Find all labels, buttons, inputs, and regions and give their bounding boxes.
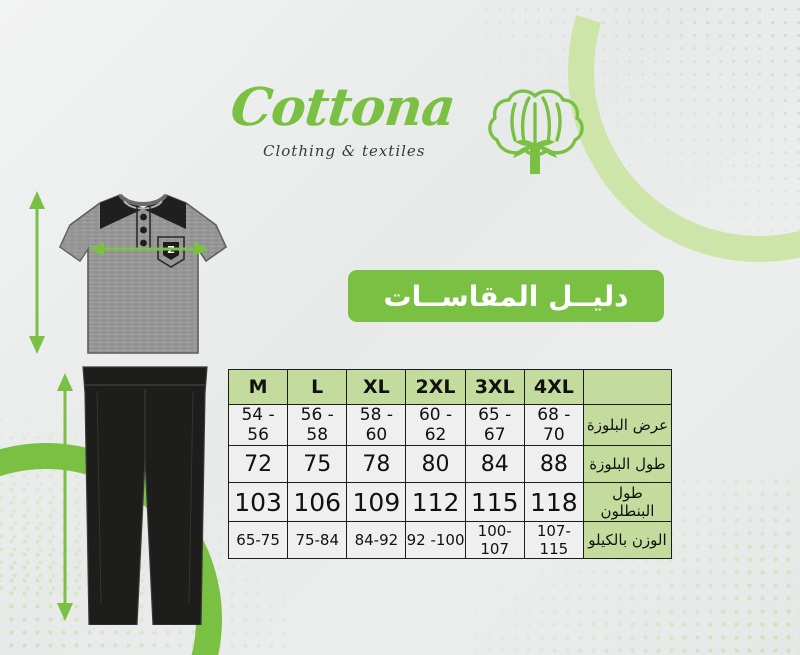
t-shirt-illustration: Z (58, 193, 228, 354)
table-row: 65-75 75-84 84-92 92 -100 100-107 107-115 الوز… (227, 521, 673, 559)
cell-3xl-r2: 84 (464, 445, 525, 483)
cell-4xl-r3: 118 (523, 482, 584, 522)
cell-l-r2: 75 (287, 445, 348, 483)
cotton-boll-icon (488, 89, 584, 174)
column-header-l: L (287, 369, 348, 405)
table-header-row: M L XL 2XL 3XL 4XL (227, 369, 673, 405)
pants-illustration (82, 366, 208, 625)
cell-3xl-r1: 65 - 67 (464, 404, 525, 446)
cell-xl-r1: 58 - 60 (346, 404, 407, 446)
column-header-3xl: 3XL (464, 369, 525, 405)
row-label: طول البلوزة (582, 445, 673, 483)
cell-2xl-r2: 80 (405, 445, 466, 483)
cell-4xl-r4: 107-115 (523, 521, 584, 559)
row-label: عرض البلوزة (582, 404, 673, 446)
size-chart-table: M L XL 2XL 3XL 4XL 54 - 56 56 - 58 58 - 60 60 - 6… (227, 369, 673, 559)
row-label: الوزن بالكيلو (582, 521, 673, 559)
column-header-m: M (227, 369, 289, 405)
row-label: طول البنطلون (582, 482, 673, 522)
cell-l-r4: 75-84 (287, 521, 348, 559)
cell-m-r4: 65-75 (227, 521, 289, 559)
column-header-2xl: 2XL (405, 369, 466, 405)
cell-2xl-r3: 112 (405, 482, 466, 522)
table-row: 54 - 56 56 - 58 58 - 60 60 - 62 65 - 67 68 - … (227, 404, 673, 446)
row-label-header (582, 369, 673, 405)
column-header-4xl: 4XL (523, 369, 584, 405)
cell-2xl-r4: 92 -100 (405, 521, 466, 559)
cell-2xl-r1: 60 - 62 (405, 404, 466, 446)
table-row: 72 75 78 80 84 88 طول البلوزة (227, 445, 673, 483)
tee-length-arrow (29, 191, 45, 354)
chest-pocket: Z (157, 236, 185, 268)
table-row: 103 106 109 112 115 118 طول البنطلون (227, 482, 673, 522)
brand-logo: Cottona Clothing & textiles (225, 77, 585, 182)
cell-xl-r2: 78 (346, 445, 407, 483)
cell-4xl-r1: 68 - 70 (523, 404, 584, 446)
cell-l-r1: 56 - 58 (287, 404, 348, 446)
cell-l-r3: 106 (287, 482, 348, 522)
cell-m-r3: 103 (227, 482, 289, 522)
size-guide-banner: دليــل المقاســات (348, 270, 664, 322)
cell-3xl-r4: 100-107 (464, 521, 525, 559)
brand-tagline: Clothing & textiles (263, 142, 426, 160)
svg-text:Z: Z (167, 245, 174, 256)
cell-3xl-r3: 115 (464, 482, 525, 522)
column-header-xl: XL (346, 369, 407, 405)
banner-title: دليــل المقاســات (383, 279, 629, 313)
cell-m-r2: 72 (227, 445, 289, 483)
cell-4xl-r2: 88 (523, 445, 584, 483)
cell-xl-r4: 84-92 (346, 521, 407, 559)
cell-xl-r3: 109 (346, 482, 407, 522)
cell-m-r1: 54 - 56 (227, 404, 289, 446)
